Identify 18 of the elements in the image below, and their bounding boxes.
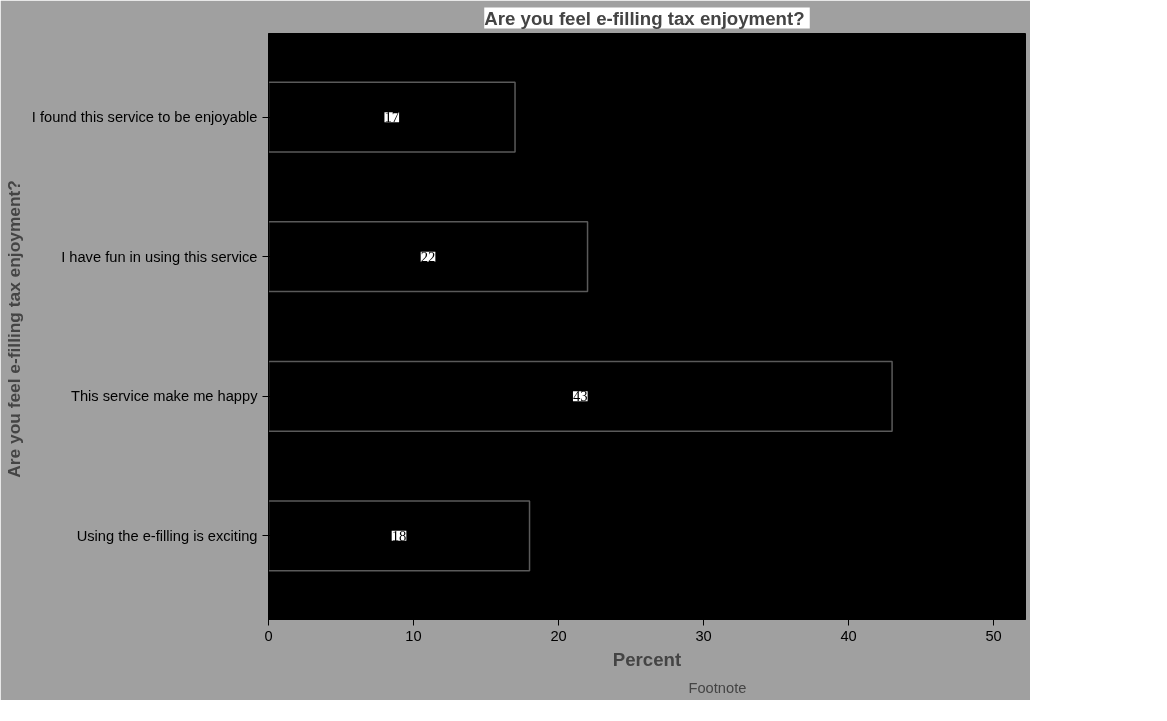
x-axis-title: Percent [612, 648, 682, 670]
x-tick-label: 30 [695, 627, 712, 644]
data-label: 43 [572, 388, 588, 405]
x-tick-label: 50 [985, 627, 1002, 644]
x-tick-label: 40 [840, 627, 857, 644]
y-tick-label: I found this service to be enjoyable [31, 109, 258, 126]
x-tick-label: 0 [264, 627, 273, 644]
y-axis-title: Are you feel e-filling tax enjoyment? [3, 180, 24, 478]
y-tick-label: I have fun in using this service [61, 248, 258, 265]
data-label: 18 [391, 527, 407, 544]
text: Footnote [688, 679, 747, 696]
data-label: 22 [420, 248, 436, 265]
y-tick-label: This service make me happy [70, 388, 259, 405]
data-label: 17 [384, 109, 400, 126]
x-tick-label: 10 [405, 627, 422, 644]
y-tick-label: Using the e-filling is exciting [76, 527, 258, 544]
x-tick-label: 20 [550, 627, 567, 644]
chart-title: Are you feel e-filling tax enjoyment? [484, 7, 805, 29]
